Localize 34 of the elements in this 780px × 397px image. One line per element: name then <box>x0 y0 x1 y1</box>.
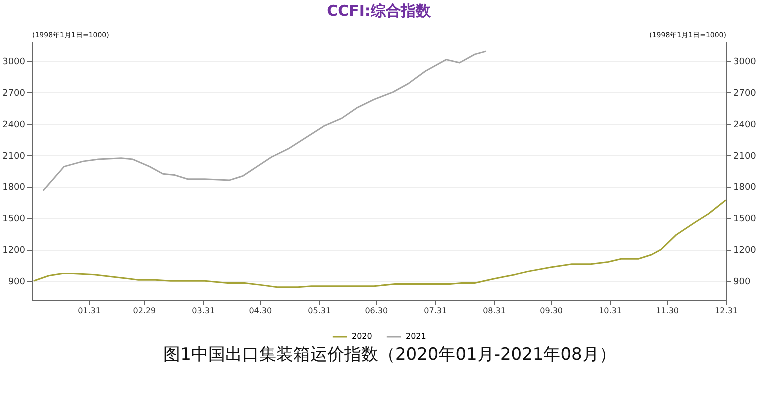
legend-label: 2021 <box>406 332 426 341</box>
y-tick-label: 1200 <box>2 246 26 256</box>
y-tick-label: 1500 <box>2 214 26 225</box>
y2-tick-label: 1200 <box>734 246 757 256</box>
x-tick-label: 06.30 <box>365 306 388 316</box>
line-series <box>42 50 488 192</box>
x-tick-label: 07.31 <box>424 306 448 316</box>
line-series <box>33 200 726 288</box>
x-tick-label: 11.30 <box>656 306 680 316</box>
x-tick-label: 10.31 <box>599 306 622 316</box>
y2-tick-label: 1800 <box>734 183 757 194</box>
y2-tick-label: 2400 <box>734 120 757 130</box>
y2-tick-label: 3000 <box>734 57 757 68</box>
y2-tick-label: 2700 <box>734 88 757 99</box>
y2-tick-label: 1500 <box>734 214 757 225</box>
y-tick-label: 2700 <box>2 88 26 99</box>
y-tick-label: 900 <box>8 278 26 288</box>
y2-tick-label: 900 <box>734 278 751 288</box>
y2-tick-label: 2100 <box>734 152 757 162</box>
y-tick-label: 2400 <box>2 120 26 130</box>
y-tick-label: 3000 <box>2 57 26 68</box>
caption: 图1中国出口集装箱运价指数（2020年01月-2021年08月） <box>162 344 618 366</box>
y-tick-label: 2100 <box>2 152 26 162</box>
x-tick-label: 01.31 <box>78 306 101 316</box>
x-tick-label: 09.30 <box>540 306 564 316</box>
y-tick-label: 1800 <box>2 183 26 194</box>
x-tick-label: 12.31 <box>715 306 738 316</box>
x-tick-label: 08.31 <box>483 306 506 316</box>
x-tick-label: 02.29 <box>133 306 156 316</box>
legend-label: 2020 <box>352 332 372 341</box>
x-tick-label: 05.31 <box>308 306 332 316</box>
x-tick-label: 03.31 <box>192 306 216 316</box>
chart-title: CCFI:综合指数 <box>327 2 432 20</box>
x-tick-label: 04.30 <box>249 306 272 316</box>
